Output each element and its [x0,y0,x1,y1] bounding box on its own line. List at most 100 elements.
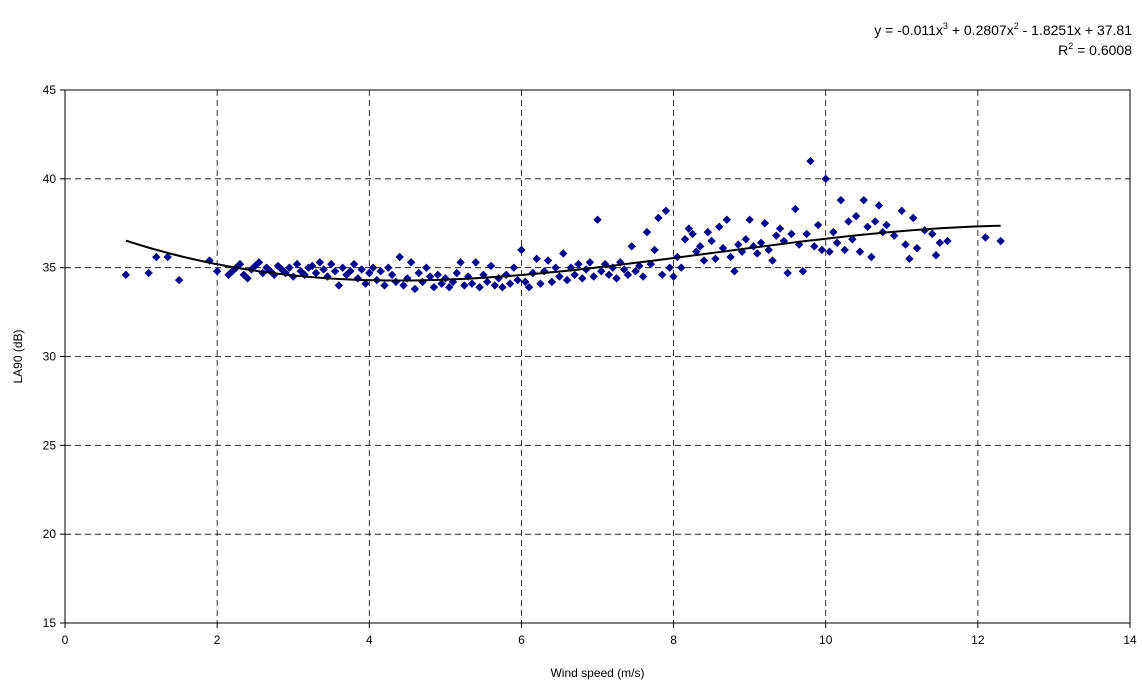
y-tick-label: 30 [43,350,57,364]
y-tick-label: 15 [43,616,57,630]
data-point [502,270,511,279]
data-point [559,249,568,258]
data-point [365,268,374,278]
data-point [707,236,716,246]
data-point [867,252,876,262]
scatter-points [121,156,1005,294]
data-point [832,238,842,247]
data-point [391,277,401,287]
equation-line: y = -0.011x3 + 0.2807x2 - 1.8251x + 37.8… [874,21,1132,39]
data-point [376,267,385,276]
data-point [657,270,667,279]
data-point [152,252,161,262]
data-point [311,268,321,278]
x-tick-label: 0 [62,633,69,647]
data-point [444,283,454,292]
data-point [619,265,629,274]
data-point [437,279,446,288]
data-point [308,261,317,271]
data-point [330,267,340,276]
data-point [593,215,602,224]
data-point [889,231,899,240]
data-point [349,259,359,269]
data-point [414,268,423,278]
data-point [734,240,743,249]
data-point [996,236,1005,246]
data-point [760,219,770,228]
data-point [859,195,868,205]
data-point [608,263,617,272]
data-point [425,272,435,281]
data-point [791,204,800,214]
data-point [931,251,941,260]
x-axis-ticks: 0 2 4 6 8 10 12 14 [62,623,1137,647]
data-point [387,270,397,279]
data-point [319,265,328,274]
data-point [680,235,690,244]
data-point [905,254,914,263]
data-point [699,256,709,265]
data-point [555,272,564,281]
data-point [737,247,747,256]
data-point [486,261,496,271]
data-point [810,242,819,251]
data-point [703,227,713,237]
y-axis-ticks: 15 20 25 30 35 40 45 [43,83,65,630]
data-point [475,283,484,292]
data-point [612,274,621,283]
data-point [851,211,861,221]
data-point [661,206,671,216]
y-tick-label: 45 [43,83,57,97]
data-point [650,245,659,255]
data-point [254,258,264,267]
data-point [726,252,735,262]
data-point [711,254,720,263]
data-point [623,270,633,279]
x-tick-label: 4 [366,633,373,647]
data-point [722,215,732,224]
data-point [695,242,705,251]
data-point [638,272,648,281]
data-point [578,274,587,283]
data-point [517,245,526,255]
data-point [235,259,245,269]
data-point [589,272,598,281]
trendline-equation: y = -0.011x3 + 0.2807x2 - 1.8251x + 37.8… [874,20,1132,60]
data-point [513,275,522,285]
data-point [730,267,739,276]
data-point [547,277,557,287]
data-point [870,217,880,226]
data-point [848,235,857,244]
x-tick-label: 10 [819,633,833,647]
data-point [509,263,519,272]
data-point [456,258,465,267]
data-point [243,274,252,283]
data-point [745,215,754,224]
data-point [928,229,937,239]
data-point [163,252,172,262]
data-point [882,220,891,230]
data-point [768,256,777,265]
data-point [741,235,751,244]
data-point [635,261,644,271]
data-point [399,281,408,290]
data-point [482,277,492,287]
data-point [357,265,366,274]
data-point [798,267,808,276]
y-axis-label: LA90 (dB) [11,329,25,383]
data-point [684,224,693,233]
x-axis-label: Wind speed (m/s) [550,666,644,680]
data-point [715,222,724,232]
data-point [327,259,336,269]
data-point [642,227,652,237]
data-point [460,281,469,290]
data-point [631,267,640,276]
data-point [753,249,762,258]
data-point [627,242,636,251]
x-tick-label: 8 [670,633,677,647]
data-point [665,263,674,272]
data-point [943,236,952,246]
data-point [494,274,503,283]
r-squared-line: R2 = 0.6008 [1058,41,1132,59]
data-point [551,263,560,272]
